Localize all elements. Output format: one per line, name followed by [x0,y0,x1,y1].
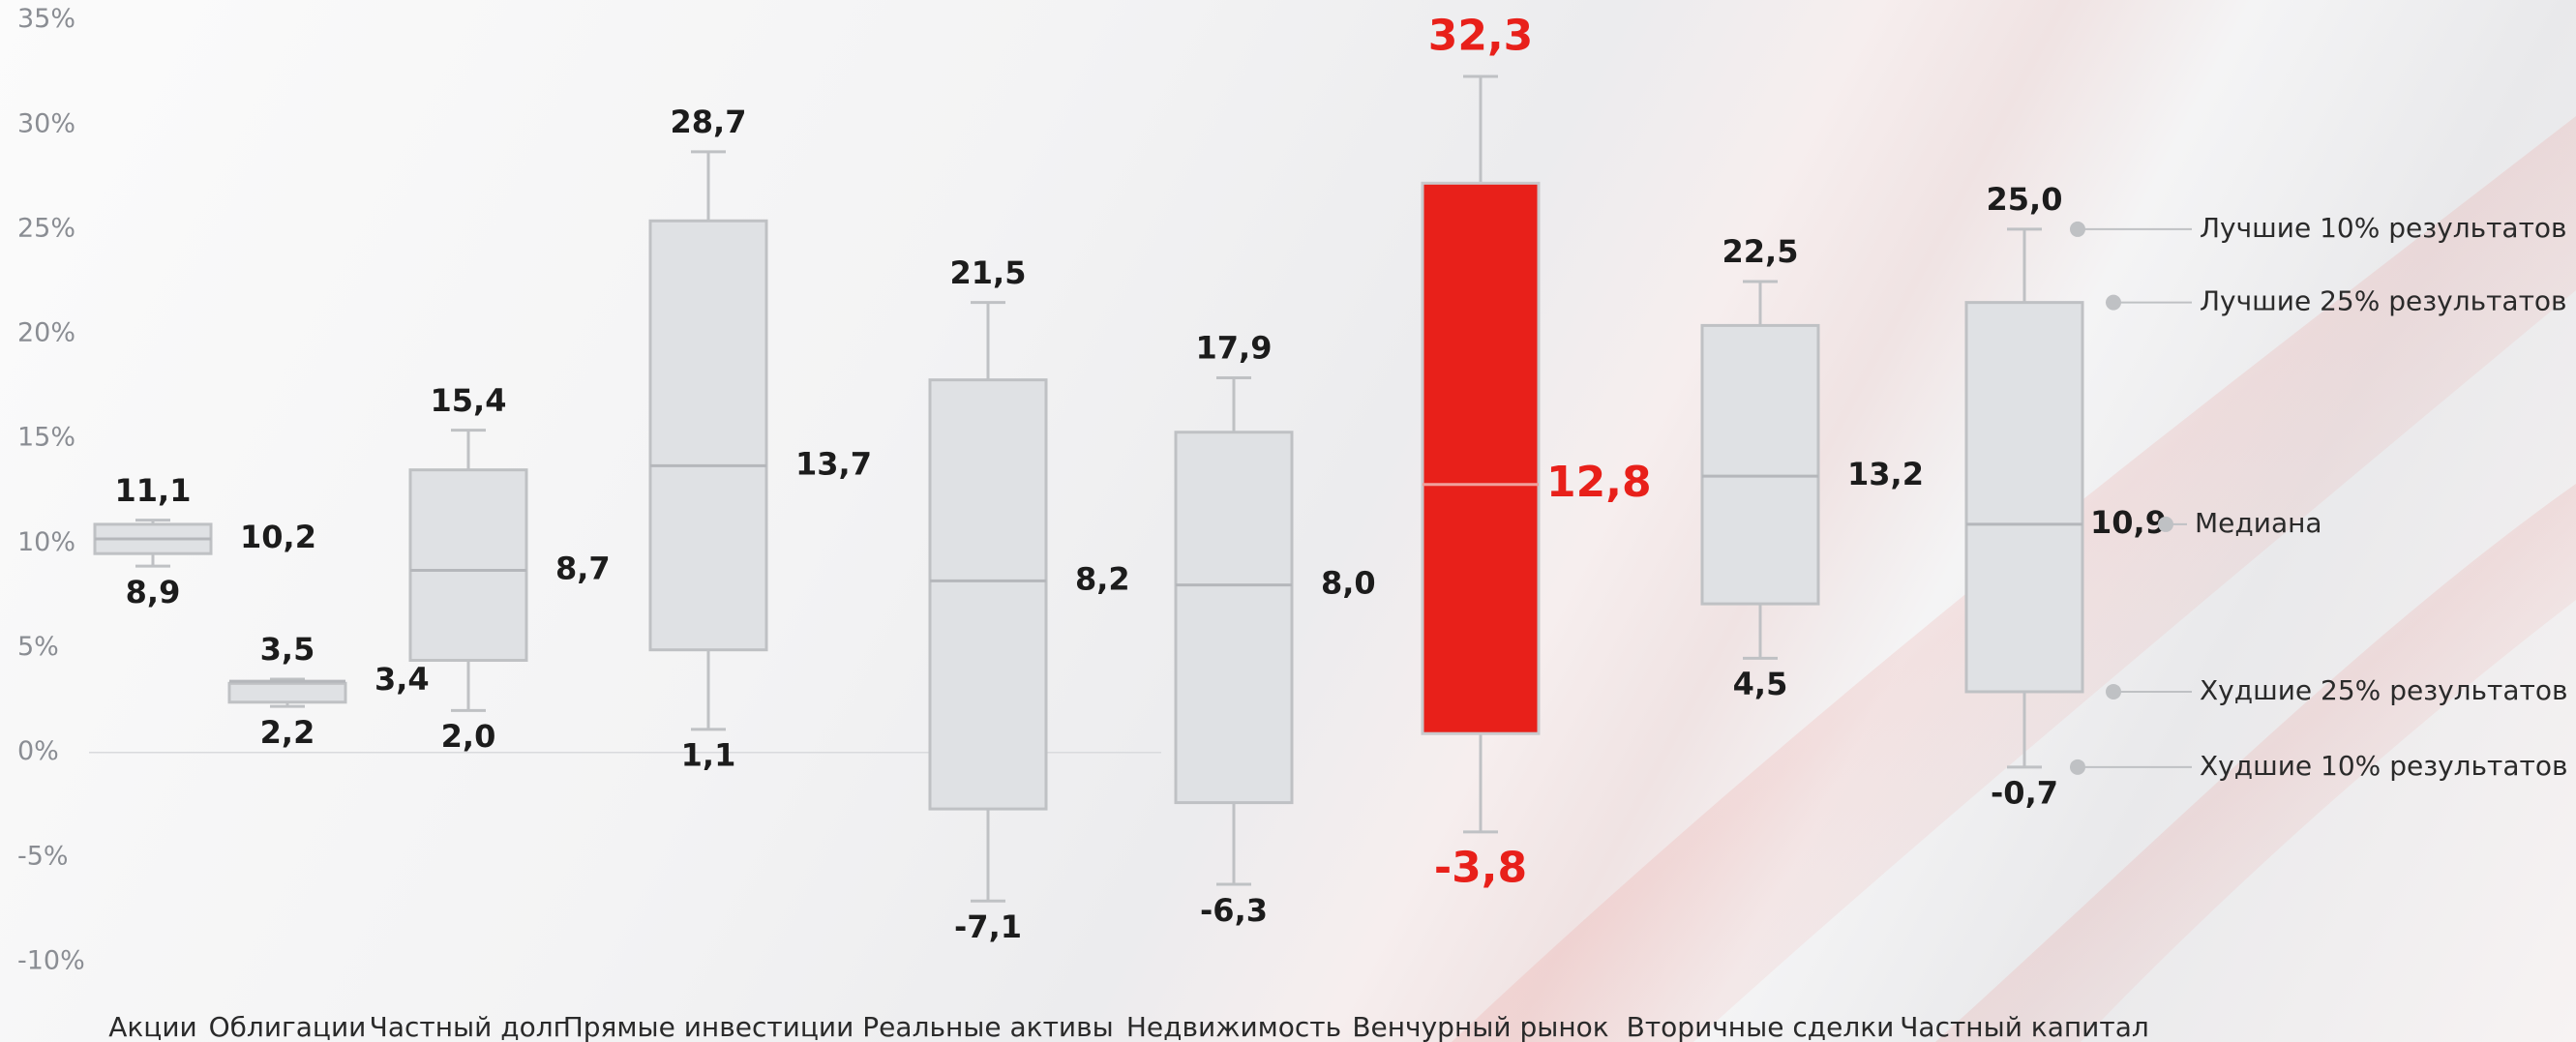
y-tick-label: 0% [17,736,59,766]
y-tick-label: 30% [17,108,75,138]
value-label-bottom: 1,1 [681,737,736,774]
value-label-top: 21,5 [950,254,1027,291]
y-tick-label: 5% [17,632,59,662]
y-tick-label: -5% [17,841,69,871]
box [227,681,347,704]
value-label-median: 10,9 [2090,504,2167,541]
value-label-top: 22,5 [1722,233,1799,270]
value-label-bottom: 2,2 [260,714,315,751]
value-label-median: 13,2 [1847,456,1924,492]
background-streak [1935,484,2576,1042]
value-label-median: 3,4 [374,661,430,698]
value-label-top: 28,7 [671,104,747,140]
value-label-median: 13,7 [795,445,872,482]
y-tick-label: 35% [17,4,75,34]
x-tick-label: Вторичные сделки [1627,1011,1895,1042]
box [1421,181,1541,735]
x-tick-label: Облигации [209,1011,367,1042]
value-label-bottom: -6,3 [1200,892,1268,929]
annotation: Лучшие 25% результатов [2200,285,2567,317]
value-label-median: 8,0 [1321,565,1376,602]
x-tick-label: Недвижимость [1126,1011,1341,1042]
x-tick-label: Венчурный рынок [1352,1011,1608,1042]
box [648,219,768,652]
value-label-median: 10,2 [240,519,316,555]
value-label-median: 8,7 [555,550,611,586]
box [1700,323,1820,606]
value-label-bottom: -0,7 [1991,775,2058,812]
value-label-top: 15,4 [431,382,507,419]
x-tick-label: Реальные активы [862,1011,1113,1042]
value-label-top: 3,5 [260,631,315,668]
value-label-bottom: 2,0 [441,718,496,755]
x-tick-label: Прямые инвестиции [563,1011,854,1042]
value-label-bottom: 8,9 [126,574,181,610]
value-label-top: 17,9 [1196,330,1273,367]
box [928,378,1048,811]
y-tick-label: 15% [17,423,75,453]
value-label-bottom: -3,8 [1434,843,1527,892]
annotation: Лучшие 10% результатов [2200,212,2567,244]
value-label-top: 11,1 [115,472,192,509]
y-tick-label: -10% [17,946,85,976]
annotation: Худшие 10% результатов [2200,750,2567,782]
x-tick-label: Частный долг [370,1011,568,1042]
x-tick-label: Частный капитал [1900,1011,2149,1042]
value-label-median: 12,8 [1546,458,1652,507]
value-label-median: 8,2 [1075,560,1130,597]
annotation: Медиана [2195,507,2322,539]
box [408,468,528,663]
value-label-top: 25,0 [1987,181,2063,218]
value-label-top: 32,3 [1428,11,1534,60]
y-tick-label: 10% [17,527,75,557]
annotation: Худшие 25% результатов [2200,674,2567,706]
box [1964,301,2084,694]
value-label-bottom: 4,5 [1733,666,1788,702]
value-label-bottom: -7,1 [954,908,1022,945]
y-tick-label: 20% [17,318,75,348]
y-tick-label: 25% [17,213,75,243]
x-tick-label: Акции [108,1011,197,1042]
box [1174,431,1294,805]
